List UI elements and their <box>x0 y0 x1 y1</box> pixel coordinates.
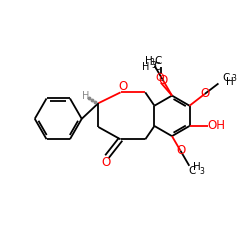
Text: H: H <box>193 162 201 172</box>
Text: O: O <box>200 87 209 100</box>
Text: H: H <box>226 77 234 87</box>
Text: O: O <box>155 73 164 83</box>
Text: 3: 3 <box>232 74 237 82</box>
Text: H: H <box>144 56 152 66</box>
Text: C: C <box>188 166 196 176</box>
Text: C: C <box>222 73 230 83</box>
Text: H: H <box>82 91 89 101</box>
Text: 3: 3 <box>151 61 156 70</box>
Text: O: O <box>159 74 168 87</box>
Text: 3: 3 <box>199 167 204 176</box>
Text: O: O <box>118 80 127 94</box>
Text: C: C <box>154 62 160 72</box>
Text: C: C <box>154 56 162 66</box>
Text: 3: 3 <box>149 58 154 68</box>
Text: O: O <box>176 144 185 158</box>
Text: H: H <box>142 62 149 72</box>
Text: OH: OH <box>208 120 226 132</box>
Text: O: O <box>101 156 110 168</box>
